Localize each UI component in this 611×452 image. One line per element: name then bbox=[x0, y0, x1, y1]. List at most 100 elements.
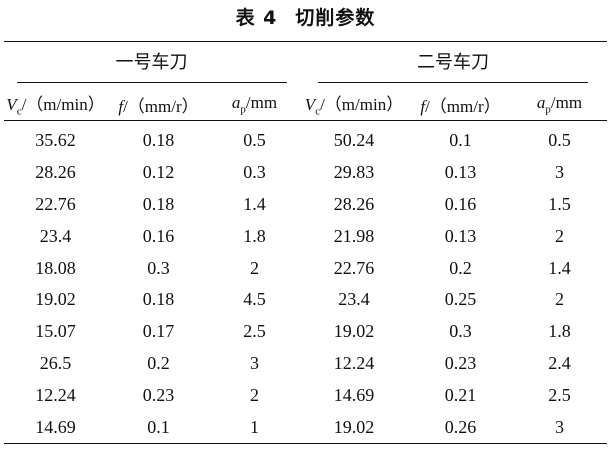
table-row: 28.26 0.12 0.3 29.83 0.13 3 bbox=[4, 157, 607, 189]
table-cell: 22.76 bbox=[333, 257, 375, 278]
column-header-symbol: V bbox=[304, 95, 316, 115]
table-cell: 2.4 bbox=[548, 352, 571, 373]
table-cell: 23.4 bbox=[338, 289, 370, 310]
column-header: ap/mm bbox=[512, 88, 607, 121]
group-header-row: 一号车刀 二号车刀 bbox=[4, 41, 607, 89]
table-cell: 0.13 bbox=[444, 162, 477, 183]
table-cell: 0.18 bbox=[142, 130, 175, 151]
table-row: 23.4 0.16 1.8 21.98 0.13 2 bbox=[4, 220, 607, 252]
table-row: 26.5 0.2 3 12.24 0.23 2.4 bbox=[4, 348, 607, 380]
table-cell: 0.2 bbox=[147, 352, 170, 373]
group-label: 一号车刀 bbox=[16, 48, 287, 83]
table-cell: 28.26 bbox=[333, 193, 375, 214]
table-cell: 2 bbox=[555, 289, 564, 310]
column-header: Vc/（m/min） bbox=[4, 88, 107, 121]
table-cell: 14.69 bbox=[35, 416, 76, 437]
table-cell: 0.16 bbox=[142, 225, 175, 246]
table-cell: 15.07 bbox=[35, 321, 76, 342]
column-header-unit: /mm bbox=[245, 92, 278, 112]
table-cell: 14.69 bbox=[333, 384, 375, 405]
column-header: f/（mm/r） bbox=[409, 88, 512, 121]
table-cell: 3 bbox=[555, 416, 564, 437]
table-body: 35.62 0.18 0.5 50.24 0.1 0.5 28.26 0.12 0.3 29.83… bbox=[4, 121, 607, 444]
table-cell: 22.76 bbox=[35, 193, 76, 214]
table-cell: 0.3 bbox=[243, 162, 266, 183]
table-cell: 2.5 bbox=[243, 321, 266, 342]
table-cell: 0.2 bbox=[449, 257, 472, 278]
table-cell: 18.08 bbox=[35, 257, 76, 278]
table-cell: 12.24 bbox=[333, 352, 375, 373]
table-cell: 50.24 bbox=[333, 130, 375, 151]
column-header-symbol: a bbox=[231, 92, 241, 112]
table-cell: 0.18 bbox=[142, 193, 175, 214]
table-cell: 1.5 bbox=[548, 193, 571, 214]
table-cell: 19.02 bbox=[35, 289, 76, 310]
table-cell: 0.23 bbox=[142, 384, 175, 405]
table-cell: 29.83 bbox=[333, 162, 375, 183]
column-header-symbol: f bbox=[420, 96, 426, 116]
column-header: ap/mm bbox=[210, 88, 299, 121]
column-header-unit: /（mm/r） bbox=[425, 96, 501, 116]
column-header-unit: /（m/min） bbox=[320, 95, 404, 115]
group-header-tool-2: 二号车刀 bbox=[299, 42, 607, 89]
column-header-symbol: V bbox=[6, 95, 17, 115]
table-cell: 23.4 bbox=[39, 225, 72, 246]
column-header-unit: /（mm/r） bbox=[123, 96, 199, 116]
column-header-unit: /mm bbox=[550, 92, 583, 112]
column-header-subscript: p bbox=[545, 103, 551, 116]
table-cell: 0.25 bbox=[444, 289, 477, 310]
table-cell: 0.21 bbox=[444, 384, 477, 405]
table-cell: 0.18 bbox=[142, 289, 175, 310]
table-row: 35.62 0.18 0.5 50.24 0.1 0.5 bbox=[4, 121, 607, 157]
table-cell: 1.4 bbox=[548, 257, 571, 278]
table-cell: 2 bbox=[555, 225, 564, 246]
table-cell: 26.5 bbox=[39, 352, 72, 373]
group-label: 二号车刀 bbox=[318, 48, 588, 83]
table-cell: 0.13 bbox=[444, 225, 477, 246]
table-cell: 2 bbox=[250, 257, 259, 278]
table-cell: 1 bbox=[250, 416, 259, 437]
cutting-parameters-table: 一号车刀 二号车刀 Vc/（m/min） f/（mm/r） ap/mm Vc/（m/m… bbox=[4, 41, 607, 444]
table-cell: 0.16 bbox=[444, 193, 477, 214]
column-header-subscript: p bbox=[240, 103, 246, 116]
table-row: 22.76 0.18 1.4 28.26 0.16 1.5 bbox=[4, 189, 607, 221]
column-header-subscript: c bbox=[16, 105, 22, 118]
table-cell: 0.5 bbox=[243, 130, 266, 151]
column-header: Vc/（m/min） bbox=[299, 88, 409, 121]
table-cell: 2 bbox=[250, 384, 259, 405]
column-header-unit: /（m/min） bbox=[21, 95, 105, 115]
table-number: 表 4 bbox=[235, 7, 278, 29]
table-row: 18.08 0.3 2 22.76 0.2 1.4 bbox=[4, 252, 607, 284]
table-cell: 19.02 bbox=[333, 416, 375, 437]
table-cell: 0.12 bbox=[142, 162, 175, 183]
table-cell: 0.1 bbox=[449, 130, 472, 151]
table-cell: 0.17 bbox=[142, 321, 175, 342]
table-cell: 0.23 bbox=[444, 352, 477, 373]
table-title: 切削参数 bbox=[295, 7, 376, 29]
table-cell: 12.24 bbox=[35, 384, 76, 405]
table-cell: 0.1 bbox=[147, 416, 170, 437]
column-header-row: Vc/（m/min） f/（mm/r） ap/mm Vc/（m/min） f/（mm/r… bbox=[4, 88, 607, 121]
table-cell: 28.26 bbox=[35, 162, 76, 183]
table-cell: 4.5 bbox=[243, 289, 266, 310]
table-cell: 1.8 bbox=[548, 321, 571, 342]
table-row: 12.24 0.23 2 14.69 0.21 2.5 bbox=[4, 379, 607, 411]
table-cell: 0.3 bbox=[449, 321, 472, 342]
table-cell: 3 bbox=[555, 162, 564, 183]
group-header-tool-1: 一号车刀 bbox=[4, 42, 299, 89]
column-header-symbol: a bbox=[536, 92, 546, 112]
table-cell: 3 bbox=[250, 352, 259, 373]
table-row: 19.02 0.18 4.5 23.4 0.25 2 bbox=[4, 284, 607, 316]
table-cell: 1.8 bbox=[243, 225, 266, 246]
column-header: f/（mm/r） bbox=[107, 88, 210, 121]
column-header-subscript: c bbox=[315, 105, 321, 118]
table-row: 15.07 0.17 2.5 19.02 0.3 1.8 bbox=[4, 316, 607, 348]
table-row: 14.69 0.1 1 19.02 0.26 3 bbox=[4, 411, 607, 443]
table-cell: 0.26 bbox=[444, 416, 477, 437]
table-cell: 35.62 bbox=[35, 130, 76, 151]
table-cell: 21.98 bbox=[333, 225, 375, 246]
column-header-symbol: f bbox=[118, 96, 124, 116]
table-cell: 2.5 bbox=[548, 384, 571, 405]
table-cell: 19.02 bbox=[333, 321, 375, 342]
table-cell: 1.4 bbox=[243, 193, 266, 214]
